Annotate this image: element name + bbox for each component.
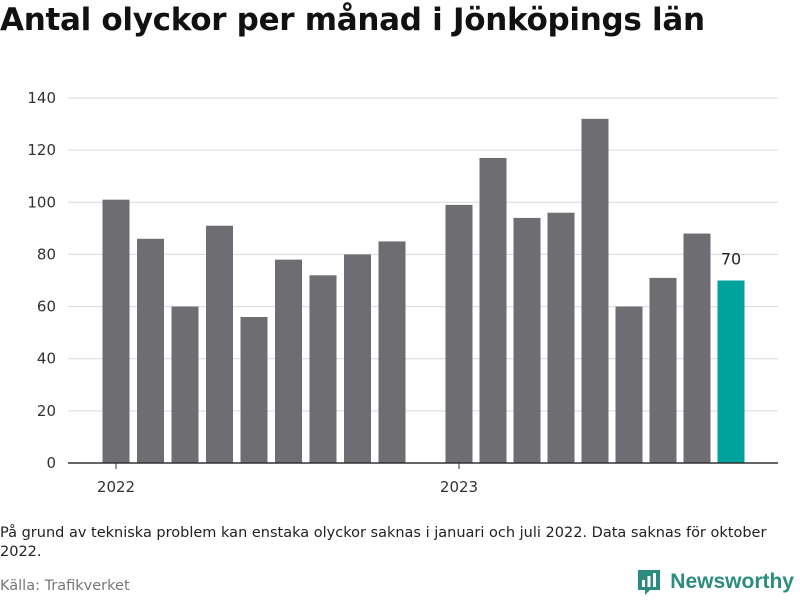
highlighted-bar xyxy=(717,280,745,463)
brand-name: Newsworthy xyxy=(670,570,794,593)
bar xyxy=(649,277,677,463)
x-tick-label: 2023 xyxy=(440,478,478,496)
bar xyxy=(513,217,541,463)
bar xyxy=(581,118,609,463)
source-text: Källa: Trafikverket xyxy=(0,578,130,594)
brand-logo: Newsworthy xyxy=(636,568,794,596)
bar xyxy=(344,254,371,463)
bar xyxy=(445,204,473,463)
bar-chart-icon xyxy=(638,570,661,595)
y-tick-label: 40 xyxy=(37,350,56,368)
bar xyxy=(206,225,233,463)
y-tick-label: 60 xyxy=(37,298,56,316)
y-tick-label: 100 xyxy=(27,193,56,211)
chart-title: Antal olyckor per månad i Jönköpings län xyxy=(0,2,705,38)
bar xyxy=(137,238,164,463)
y-tick-label: 20 xyxy=(37,402,56,420)
bar xyxy=(683,233,711,463)
bar xyxy=(275,259,302,463)
bar xyxy=(309,275,337,463)
bar xyxy=(240,317,268,463)
data-label: 70 xyxy=(721,250,741,269)
y-tick-label: 140 xyxy=(27,89,56,107)
bar xyxy=(547,212,575,463)
footnote: På grund av tekniska problem kan enstaka… xyxy=(0,525,767,560)
y-tick-label: 80 xyxy=(37,245,56,263)
x-tick-label: 2022 xyxy=(97,478,135,496)
bar xyxy=(615,306,643,463)
bar xyxy=(378,241,406,463)
bar xyxy=(102,199,130,463)
y-tick-label: 0 xyxy=(46,454,56,472)
bar xyxy=(479,157,507,463)
bar xyxy=(171,306,199,463)
y-tick-label: 120 xyxy=(27,141,56,159)
